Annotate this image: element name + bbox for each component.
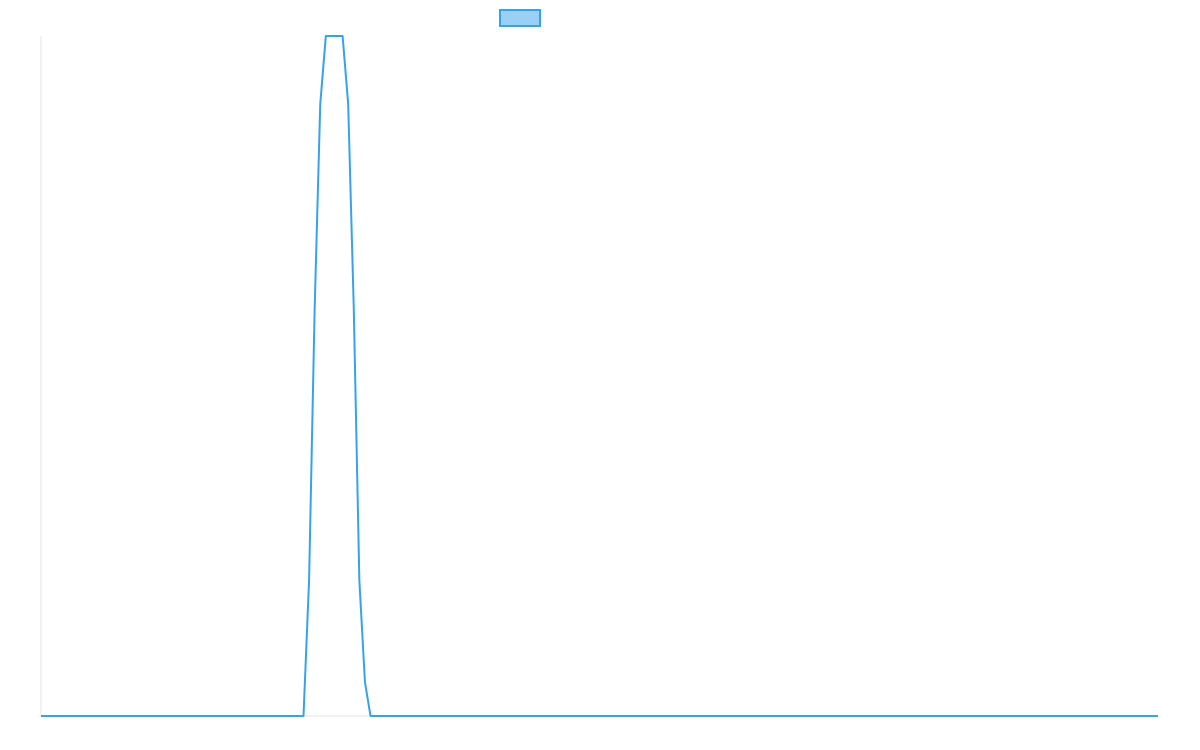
legend-swatch[interactable] (499, 9, 541, 27)
series-line-0[interactable] (41, 35, 1158, 717)
legend[interactable] (499, 9, 541, 27)
series-layer (41, 35, 1158, 717)
